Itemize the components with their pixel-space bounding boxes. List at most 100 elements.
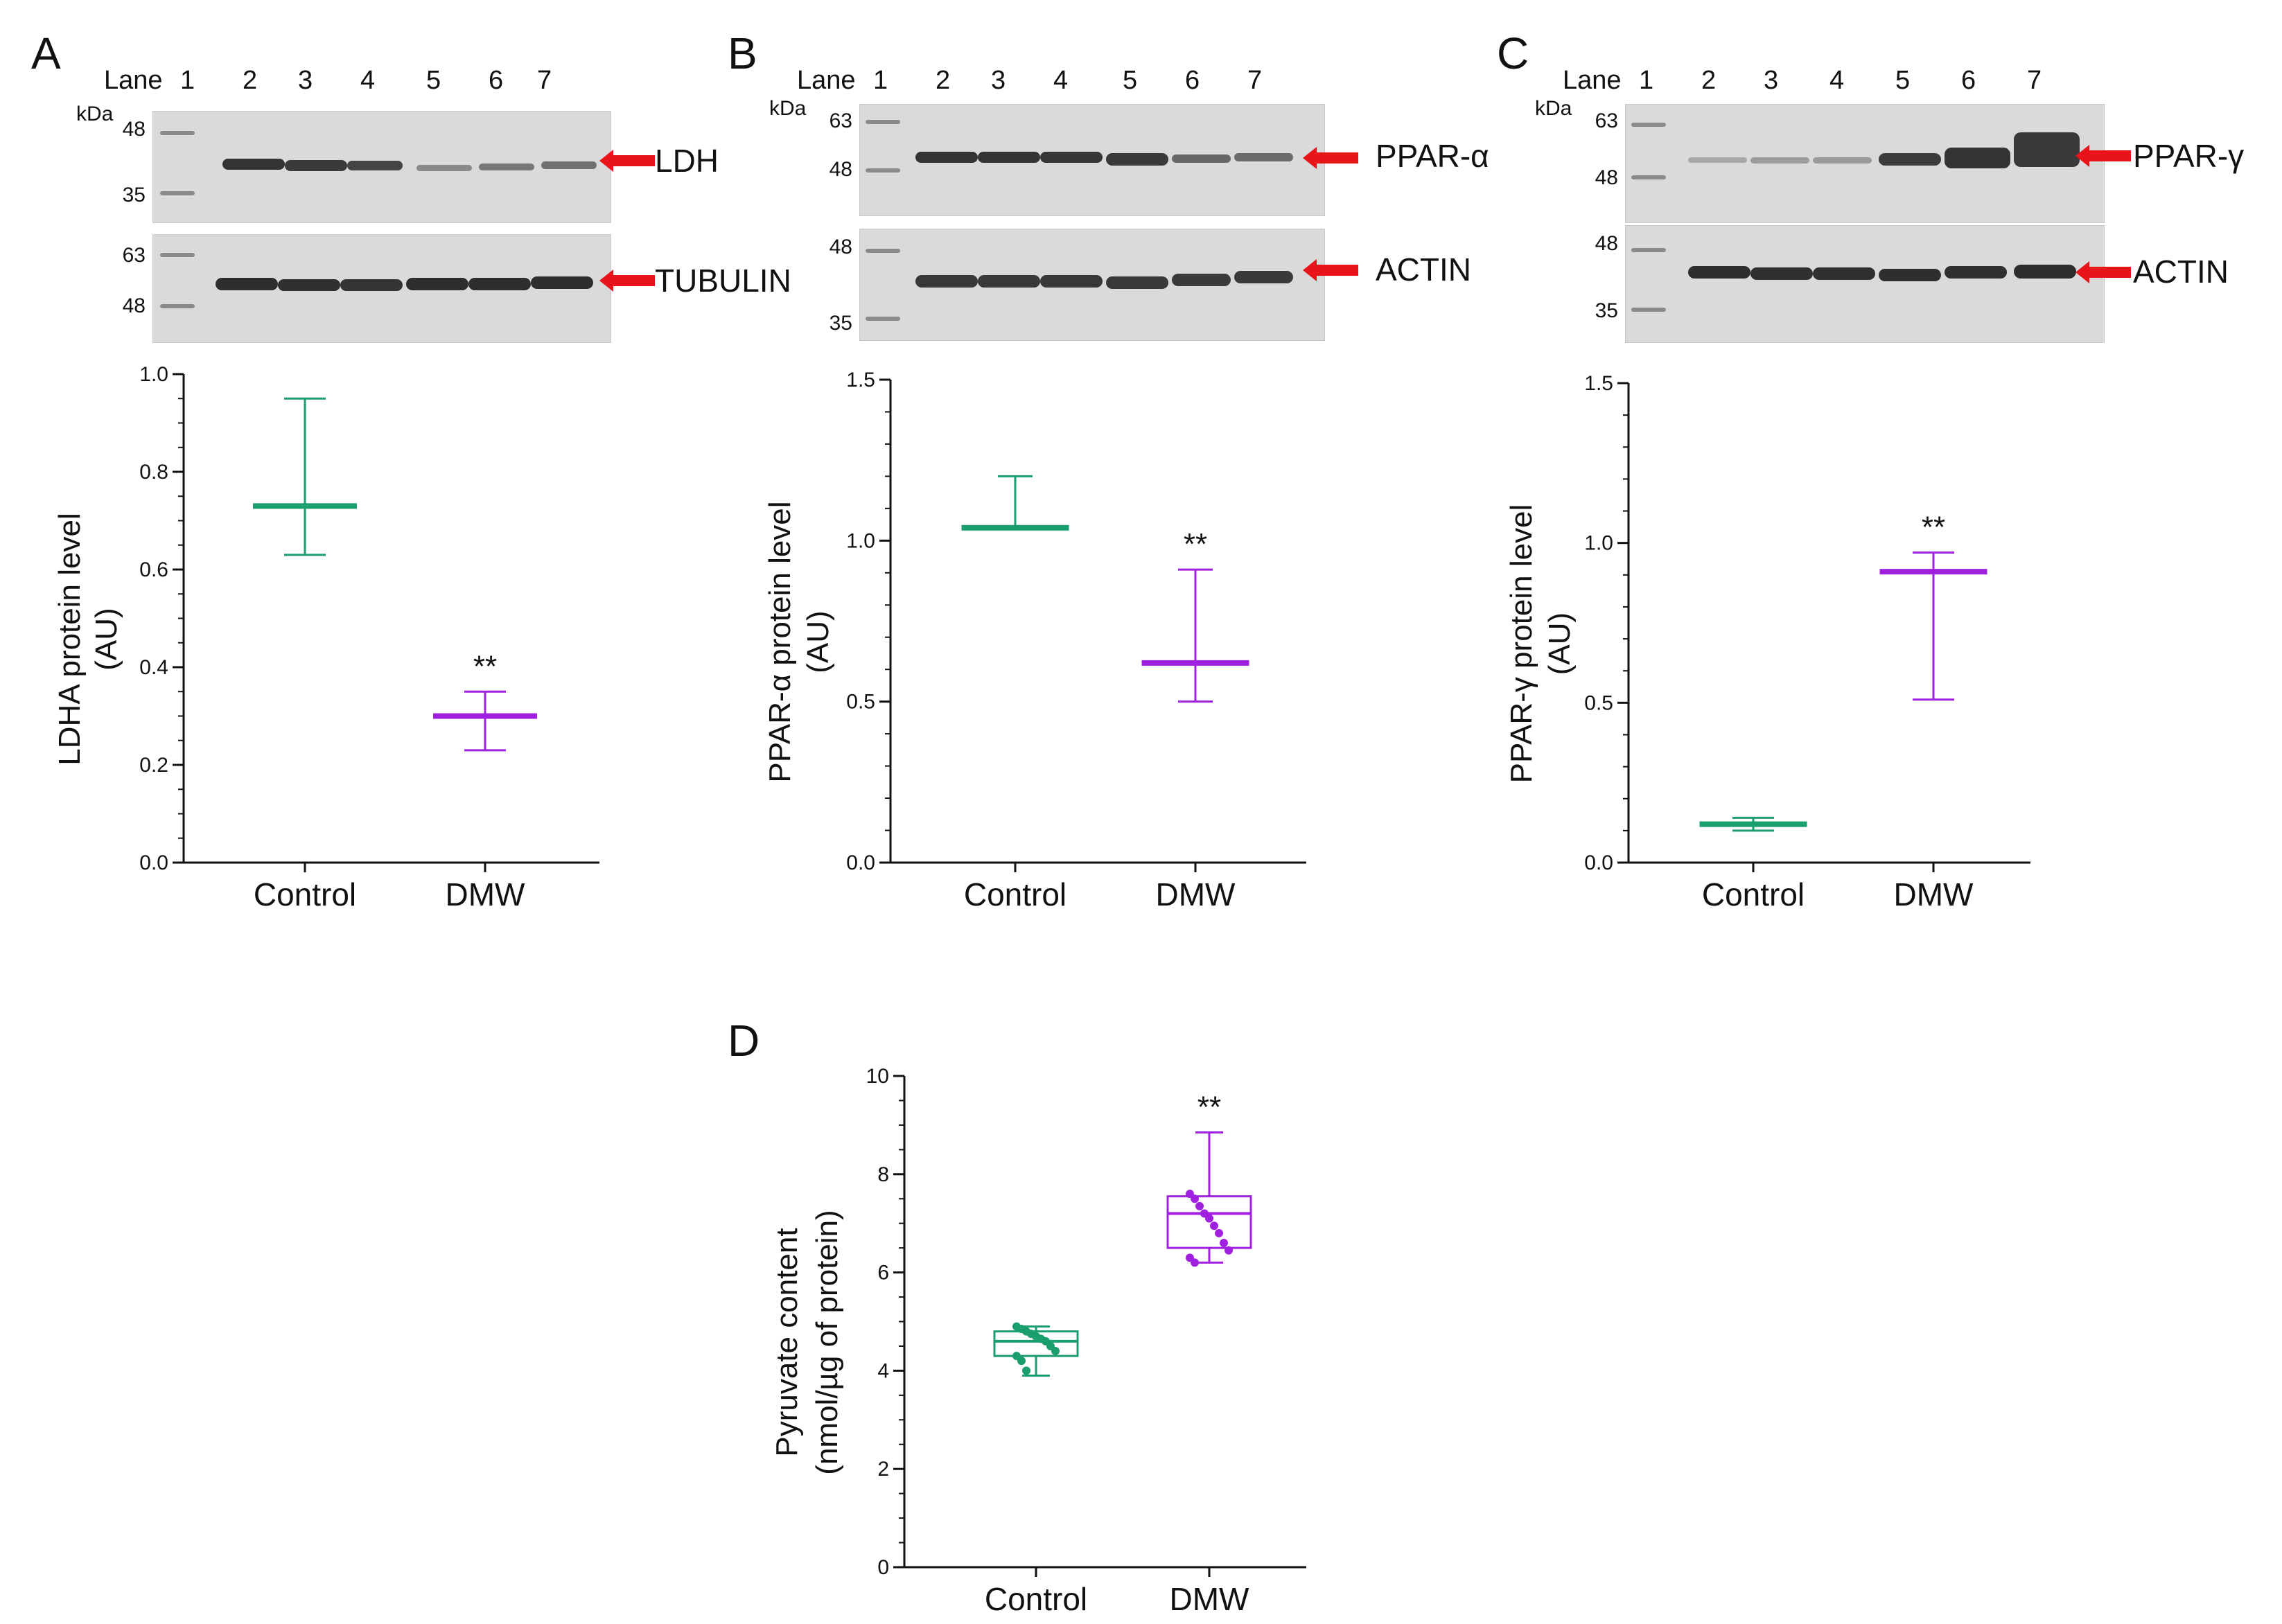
series-dmw: ** [433,649,537,752]
kda-label: kDa [76,103,114,125]
mw-marker: 63 [829,109,852,132]
chart-a: 0.0 0.2 0.4 0.6 0.8 1.0 Control DMW LDHA protein… [53,363,599,912]
significance-label: ** [473,649,497,683]
kda-label: kDa [1535,97,1572,120]
y-tick-label: 8 [877,1163,889,1186]
lane-number: 7 [537,66,552,95]
y-tick-label: 0 [877,1556,889,1579]
lane-number: 5 [426,66,441,95]
lane-header-c: Lane 1 2 3 4 5 6 7 [1563,66,2062,100]
significance-label: ** [1197,1091,1221,1124]
series-control [1699,816,1807,832]
lane-number: 2 [1701,66,1717,95]
y-axis-label-units: (nmol/µg of protein) [810,1210,844,1474]
lane-number: 2 [243,66,258,95]
y-tick-label: 0.0 [1584,851,1613,874]
lane-word: Lane [797,66,856,95]
panel-label-d: D [728,1016,760,1066]
arrow-icon [2075,261,2131,283]
blot-actin-c [1625,225,2105,343]
y-tick-label: 1.5 [846,369,875,391]
y-axis-label: Pyruvate content [770,1228,804,1456]
lane-number: 4 [1829,66,1845,95]
blot-actin-b [859,229,1325,341]
x-tick-label: Control [1702,876,1805,912]
lane-number: 3 [298,66,313,95]
arrow-icon [599,270,655,292]
target-ppar-gamma: PPAR-γ [2133,138,2245,174]
series-control [253,397,357,556]
y-tick-label: 1.5 [1584,372,1613,395]
blot-ldh [152,111,611,223]
x-tick-label: DMW [446,876,526,912]
series-control [993,1322,1079,1377]
y-tick-label: 0.6 [139,558,168,581]
panel-label-b: B [728,28,757,78]
series-dmw: ** [1879,511,1987,701]
y-axis-label-units: (AU) [1543,612,1577,675]
lane-header-b: Lane 1 2 3 4 5 6 7 [797,66,1296,100]
significance-label: ** [1184,527,1207,561]
chart-c: 0.0 0.5 1.0 1.5 Control DMW PPAR-γ protein lev… [1504,372,2030,912]
lane-word: Lane [104,66,163,95]
mw-marker: 48 [829,236,852,258]
lane-number: 5 [1123,66,1138,95]
lane-number: 3 [991,66,1006,95]
lane-number: 1 [180,66,195,95]
y-tick-label: 0.0 [846,851,875,874]
y-tick-label: 0.0 [139,851,168,874]
x-tick-label: DMW [1170,1581,1250,1617]
significance-label: ** [1922,511,1945,545]
y-tick-label: 2 [877,1458,889,1481]
lane-number: 7 [1247,66,1263,95]
mw-marker: 48 [122,294,146,317]
mw-marker: 48 [829,158,852,181]
series-dmw: ** [1141,527,1249,703]
y-tick-label: 0.5 [846,691,875,714]
mw-marker: 63 [122,244,146,267]
mw-marker: 35 [122,184,146,206]
blot-ppar-alpha [859,104,1325,216]
data-point [1022,1366,1030,1375]
y-tick-label: 0.5 [1584,691,1613,714]
panel-label-a: A [31,28,61,78]
y-axis-label-units: (AU) [801,610,835,673]
series-dmw: ** [1166,1091,1252,1267]
arrow-icon [1303,147,1358,169]
y-tick-label: 4 [877,1359,889,1382]
blot-tubulin [152,234,611,343]
data-point [1225,1246,1233,1255]
y-axis-label: PPAR-α protein level [763,501,797,782]
mw-marker: 48 [122,118,146,141]
lane-number: 4 [1053,66,1069,95]
target-ppar-alpha: PPAR-α [1376,138,1489,174]
series-control [961,475,1069,531]
lane-number: 6 [1185,66,1200,95]
data-point [1210,1221,1218,1230]
y-axis-label-units: (AU) [89,608,123,670]
data-point [1205,1214,1213,1223]
lane-header-a: Lane 1 2 3 4 5 6 7 [104,66,603,100]
mw-marker: 48 [1595,166,1618,189]
x-tick-label: Control [964,876,1067,912]
chart-d: 0 2 4 6 8 10 Control DMW Pyruvate content (nmol/µ… [770,1065,1306,1617]
y-tick-label: 1.0 [139,363,168,386]
mw-marker: 35 [1595,299,1618,322]
y-tick-label: 0.8 [139,461,168,484]
data-point [1191,1194,1199,1203]
data-point [1215,1228,1223,1237]
mw-marker: 63 [1595,109,1618,132]
chart-b: 0.0 0.5 1.0 1.5 Control DMW PPAR-α protein lev… [763,369,1306,912]
target-tubulin: TUBULIN [655,263,791,299]
target-ldh: LDH [655,143,719,179]
y-axis-label: PPAR-γ protein level [1504,504,1538,784]
target-actin-c: ACTIN [2133,254,2229,290]
kda-label: kDa [769,97,807,120]
x-tick-label: DMW [1894,876,1974,912]
mw-marker: 35 [829,312,852,335]
data-point [1191,1258,1199,1267]
y-tick-label: 10 [866,1065,889,1088]
lane-number: 6 [1961,66,1976,95]
data-point [1017,1357,1026,1366]
